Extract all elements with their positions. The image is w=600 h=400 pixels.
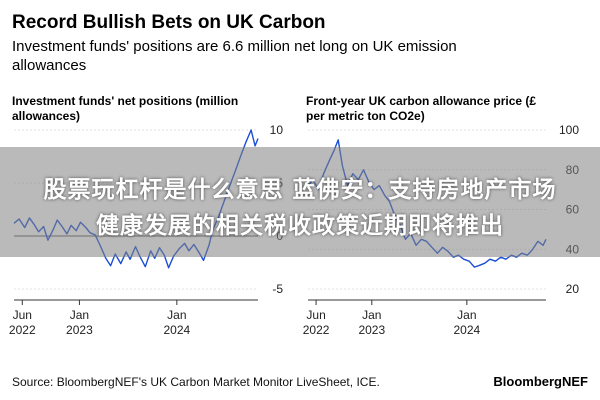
x-tick-label-month: Jan [362,308,381,322]
x-tick-label-month: Jun [13,308,32,322]
banner-text-line-2: 健康发展的相关税收政策近期即将推出 [96,213,504,239]
x-tick-label-month: Jun [306,308,325,322]
chart-main-title: Record Bullish Bets on UK Carbon [12,12,326,33]
y-tick-label: 20 [566,282,580,296]
x-tick-label-year: 2023 [66,323,93,337]
x-tick-label-year: 2024 [453,323,480,337]
x-tick-label-month: Jan [167,308,186,322]
x-tick-label-month: Jan [457,308,476,322]
y-tick-label: -5 [272,282,283,296]
x-tick-label-month: Jan [70,308,89,322]
x-tick-label-year: 2022 [9,323,36,337]
banner-text-line-1: 股票玩杠杆是什么意思 蓝佛安：支持房地产市场 [43,177,557,203]
left-chart-title: Investment funds' net positions (million… [12,94,239,123]
source-note: Source: BloombergNEF's UK Carbon Market … [12,375,380,389]
right-chart-title: Front-year UK carbon allowance price (£ … [306,94,537,123]
x-tick-label-year: 2024 [163,323,190,337]
chart-subtitle: Investment funds' positions are 6.6 mill… [12,38,457,74]
x-tick-label-year: 2023 [358,323,385,337]
x-tick-label-year: 2022 [303,323,330,337]
overlay-banner [0,147,600,257]
y-tick-label: 100 [559,123,579,137]
y-tick-label: 10 [270,123,284,137]
brand-logo-text: BloombergNEF [493,374,588,389]
